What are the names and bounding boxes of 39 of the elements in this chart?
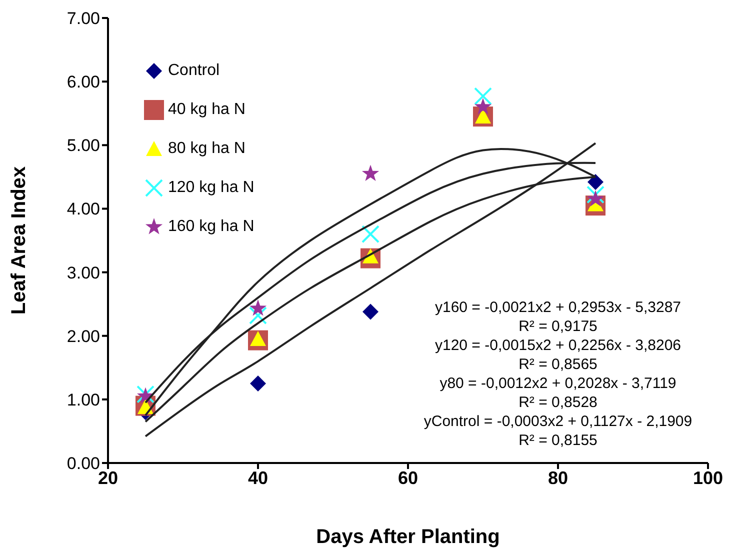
annotation: yControl = -0,0003x2 + 0,1127x - 2,1909 <box>422 412 694 431</box>
x-tick-label: 20 <box>98 468 118 488</box>
point <box>362 304 378 320</box>
annotation: R² = 0,8155 <box>518 431 598 450</box>
y-tick-label: 1.00 <box>66 390 100 410</box>
legend-label: 40 kg ha N <box>168 101 246 119</box>
legend-label: 80 kg ha N <box>168 140 246 158</box>
x-tick-label: 60 <box>398 468 418 488</box>
annotation: y160 = -0,0021x2 + 0,2953x - 5,3287 <box>434 298 682 317</box>
y-tick-label: 0.00 <box>66 454 100 474</box>
y-tick-label: 3.00 <box>66 263 100 282</box>
y-tick-label: 6.00 <box>66 72 100 92</box>
point <box>362 164 380 182</box>
y-tick-label: 2.00 <box>66 326 100 346</box>
legend-label: 120 kg ha N <box>168 179 254 197</box>
x-tick-label: 40 <box>248 468 268 488</box>
y-tick-label: 7.00 <box>66 9 100 28</box>
point <box>249 300 267 316</box>
x-tick-label: 100 <box>692 468 724 488</box>
point <box>249 306 267 325</box>
point <box>586 186 604 204</box>
x-tick-label: 80 <box>548 468 568 488</box>
point <box>474 98 492 114</box>
y-tick-label: 5.00 <box>66 136 100 156</box>
y-tick-label: 4.00 <box>66 200 100 219</box>
annotation: R² = 0,9175 <box>518 317 598 336</box>
annotation: R² = 0,8565 <box>518 355 598 374</box>
point <box>474 87 492 106</box>
x-axis-title: Days After Planting <box>316 526 500 548</box>
point <box>586 190 604 206</box>
point <box>362 225 380 244</box>
annotation: R² = 0,8528 <box>518 393 598 412</box>
annotation: y120 = -0,0015x2 + 0,2256x - 3,8206 <box>434 336 682 355</box>
legend-label: Control <box>168 62 220 80</box>
point <box>588 174 604 190</box>
annotation: y80 = -0,0012x2 + 0,2028x - 3,7119 <box>438 374 678 393</box>
point <box>250 376 266 392</box>
legend-label: 160 kg ha N <box>168 218 254 236</box>
y-axis-title: Leaf Area Index <box>8 166 30 315</box>
